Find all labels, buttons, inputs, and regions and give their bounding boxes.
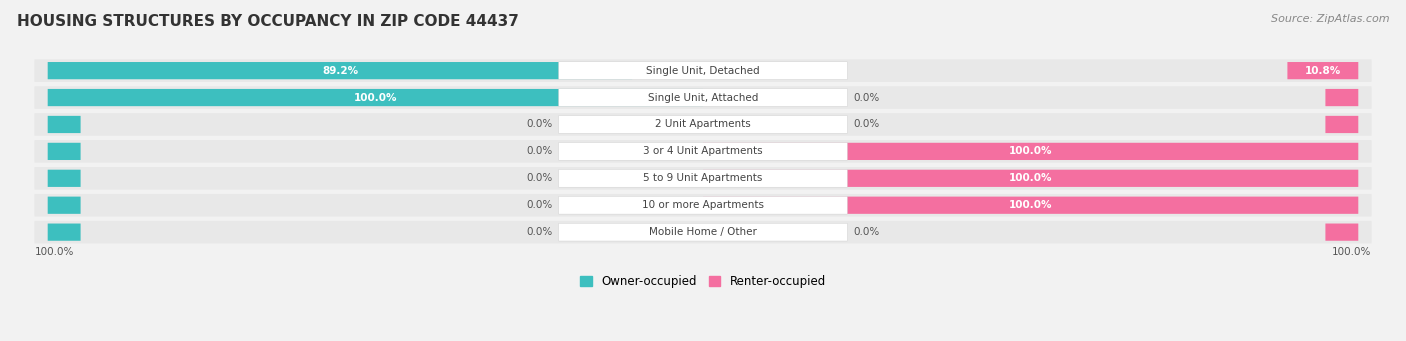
Legend: Owner-occupied, Renter-occupied: Owner-occupied, Renter-occupied (575, 270, 831, 293)
Text: 100.0%: 100.0% (354, 92, 396, 103)
FancyBboxPatch shape (558, 143, 848, 160)
Text: 0.0%: 0.0% (526, 227, 553, 237)
FancyBboxPatch shape (48, 197, 80, 214)
Text: 100.0%: 100.0% (35, 247, 75, 257)
Text: 10 or more Apartments: 10 or more Apartments (643, 200, 763, 210)
FancyBboxPatch shape (34, 221, 1372, 243)
Text: 0.0%: 0.0% (526, 173, 553, 183)
Text: 0.0%: 0.0% (526, 146, 553, 157)
FancyBboxPatch shape (558, 116, 848, 133)
Text: 0.0%: 0.0% (526, 119, 553, 130)
Text: 0.0%: 0.0% (526, 200, 553, 210)
FancyBboxPatch shape (703, 170, 1358, 187)
FancyBboxPatch shape (48, 62, 633, 79)
FancyBboxPatch shape (48, 89, 703, 106)
Text: Mobile Home / Other: Mobile Home / Other (650, 227, 756, 237)
FancyBboxPatch shape (703, 197, 1358, 214)
FancyBboxPatch shape (558, 196, 848, 214)
Text: 0.0%: 0.0% (853, 92, 880, 103)
FancyBboxPatch shape (1326, 89, 1358, 106)
FancyBboxPatch shape (558, 62, 848, 79)
FancyBboxPatch shape (558, 223, 848, 241)
FancyBboxPatch shape (34, 59, 1372, 82)
FancyBboxPatch shape (34, 86, 1372, 109)
Text: Single Unit, Attached: Single Unit, Attached (648, 92, 758, 103)
Text: 100.0%: 100.0% (1010, 200, 1052, 210)
Text: 89.2%: 89.2% (322, 65, 359, 76)
FancyBboxPatch shape (34, 194, 1372, 217)
FancyBboxPatch shape (703, 143, 1358, 160)
FancyBboxPatch shape (34, 140, 1372, 163)
FancyBboxPatch shape (1288, 62, 1358, 79)
FancyBboxPatch shape (1326, 116, 1358, 133)
Text: 3 or 4 Unit Apartments: 3 or 4 Unit Apartments (643, 146, 763, 157)
FancyBboxPatch shape (48, 224, 80, 241)
Text: Single Unit, Detached: Single Unit, Detached (647, 65, 759, 76)
FancyBboxPatch shape (558, 89, 848, 106)
Text: 0.0%: 0.0% (853, 227, 880, 237)
Text: HOUSING STRUCTURES BY OCCUPANCY IN ZIP CODE 44437: HOUSING STRUCTURES BY OCCUPANCY IN ZIP C… (17, 14, 519, 29)
FancyBboxPatch shape (34, 167, 1372, 190)
Text: 100.0%: 100.0% (1331, 247, 1371, 257)
FancyBboxPatch shape (48, 170, 80, 187)
FancyBboxPatch shape (1326, 224, 1358, 241)
Text: 5 to 9 Unit Apartments: 5 to 9 Unit Apartments (644, 173, 762, 183)
Text: 100.0%: 100.0% (1010, 146, 1052, 157)
Text: 2 Unit Apartments: 2 Unit Apartments (655, 119, 751, 130)
FancyBboxPatch shape (48, 116, 80, 133)
Text: 10.8%: 10.8% (1305, 65, 1341, 76)
Text: Source: ZipAtlas.com: Source: ZipAtlas.com (1271, 14, 1389, 24)
Text: 100.0%: 100.0% (1010, 173, 1052, 183)
FancyBboxPatch shape (558, 169, 848, 187)
FancyBboxPatch shape (34, 113, 1372, 136)
FancyBboxPatch shape (48, 143, 80, 160)
Text: 0.0%: 0.0% (853, 119, 880, 130)
